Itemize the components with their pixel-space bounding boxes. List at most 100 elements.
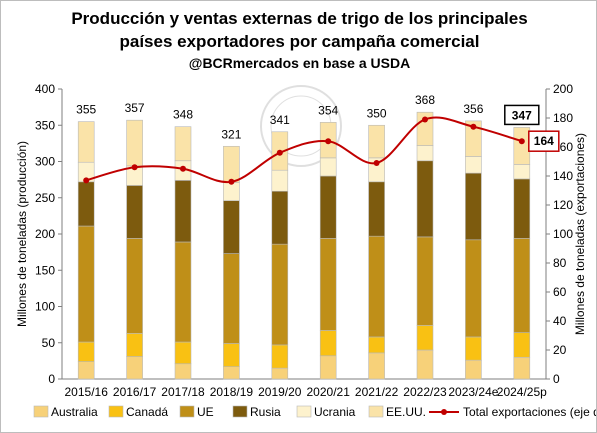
export-last-label: 164 [534,134,554,148]
y-left-tick-label: 400 [35,82,55,96]
export-line [85,116,523,184]
y-left-tick-label: 300 [35,155,55,169]
bar-segment [77,181,95,227]
total-label: 357 [125,101,145,115]
export-point [518,138,525,145]
bar-segment [271,243,289,346]
y-left-tick-label: 200 [35,227,55,241]
bar-segment [77,341,95,362]
bar-segment [513,127,531,165]
bar-segment [513,164,531,180]
bar-segment [271,169,289,192]
bar-segment [223,343,240,367]
bar-segment [319,175,337,239]
y-left-tick-label: 150 [35,263,55,277]
y-left-tick-label: 100 [35,300,55,314]
x-tick-label: 2024/25p [497,385,547,399]
total-label-box [504,104,540,126]
bar-segment [319,355,337,380]
bar-segment [174,180,192,243]
y-right-tick-label: 140 [553,169,573,183]
y-right-tick-label: 0 [553,372,560,386]
bar-segment [126,185,143,239]
x-tick-label: 2016/17 [113,385,157,399]
bar-segment [223,366,240,380]
bar-segment [465,359,482,380]
legend-label: Australia [51,405,98,419]
export-point [180,165,186,172]
export-last-box [528,130,560,152]
bar-segment [223,253,240,344]
total-label: 354 [318,103,338,117]
y-right-tick-label: 60 [553,285,567,299]
bar-segment [465,172,482,241]
bar-segment [77,361,95,380]
y-left-tick-label: 50 [42,336,56,350]
bar-segment [416,160,434,238]
total-label: 347 [512,108,532,122]
y-left-tick-label: 0 [48,372,55,386]
bar-segment [416,325,434,351]
bar-segment [368,235,385,338]
bar-segment [319,330,337,357]
export-point [276,149,283,156]
legend-swatch [108,405,124,418]
bar-segment [416,236,434,326]
bar-segment [513,356,531,380]
bar-segment [126,238,143,334]
bar-segment [368,352,385,380]
legend-swatch [296,405,312,418]
bar-segment [513,178,531,239]
bar-segment [223,145,240,183]
legend-label: Canadá [126,405,168,419]
bar-segment [513,332,531,358]
export-point [131,164,138,171]
legend-swatch [232,405,248,418]
legend-label: UE [197,405,214,419]
bar-segment [465,156,482,174]
legend-swatch [368,405,384,418]
bar-segment [368,336,385,354]
y-right-tick-label: 80 [553,256,567,270]
y-axis-left-title: Millones de toneladas (producción) [15,141,29,327]
total-label: 356 [463,102,483,116]
bar-segment [319,238,337,331]
x-tick-label: 2017/18 [161,385,205,399]
total-label: 355 [76,103,96,117]
y-right-tick-label: 20 [553,343,567,357]
bar-segment [174,241,192,343]
bar-segment [465,336,482,361]
bar-segment [126,333,143,357]
chart-title-line-2: países exportadores por campaña comercia… [119,32,480,51]
x-tick-label: 2022/23 [403,385,447,399]
bar-segment [416,145,434,162]
total-label: 348 [173,108,193,122]
export-point [228,178,235,185]
y-right-tick-label: 40 [553,314,567,328]
bar-segment [416,349,434,380]
legend-swatch [179,405,195,418]
export-point [325,138,332,145]
bar-segment [223,200,240,254]
y-right-tick-label: 180 [553,111,573,125]
bar-segment [77,121,95,163]
chart-title-line-1: Producción y ventas externas de trigo de… [71,9,528,28]
export-point [373,159,380,166]
x-tick-label: 2018/19 [210,385,254,399]
legend-label: EE.UU. [386,405,426,419]
bar-segment [368,124,385,159]
total-label: 341 [270,113,290,127]
bar-segment [465,120,482,157]
y-right-tick-label: 120 [553,198,573,212]
bar-segment [174,363,192,380]
bar-segment [174,341,192,365]
legend-label: Total exportaciones (eje der) [463,405,596,419]
legend-label: Ucrania [314,405,356,419]
bar-segment [271,190,289,245]
total-label: 350 [367,106,387,120]
x-tick-label: 2023/24e [448,385,498,399]
bar-segment [319,157,337,177]
x-tick-label: 2021/22 [355,385,399,399]
